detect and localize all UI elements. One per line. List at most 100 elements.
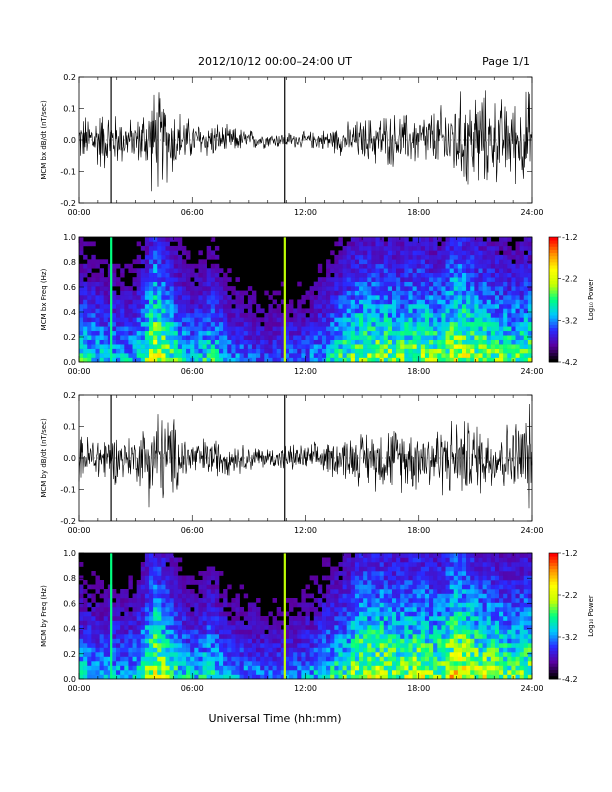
spectrogram-cell xyxy=(103,335,109,340)
spectrogram-cell xyxy=(523,281,529,287)
spectrogram-cell xyxy=(317,321,323,327)
spectrogram-cell xyxy=(210,602,216,608)
spectrogram-cell xyxy=(387,344,393,349)
spectrogram-cell xyxy=(445,665,450,671)
spectrogram-cell xyxy=(289,348,294,354)
spectrogram-cell xyxy=(120,629,125,635)
spectrogram-cell xyxy=(494,339,500,345)
spectrogram-cell xyxy=(128,629,133,635)
spectrogram-cell xyxy=(379,670,385,675)
colorbar-tick-label: -3.2 xyxy=(562,316,578,325)
spectrogram-cell xyxy=(83,312,88,318)
spectrogram-cell xyxy=(190,611,195,617)
spectrogram-cell xyxy=(144,303,150,309)
spectrogram-cell xyxy=(239,295,245,300)
spectrogram-cell xyxy=(305,656,310,662)
spectrogram-cell xyxy=(408,620,413,626)
spectrogram-cell xyxy=(157,237,162,242)
spectrogram-cell xyxy=(396,661,401,666)
spectrogram-cell xyxy=(313,620,319,626)
spectrogram-cell xyxy=(132,661,137,666)
spectrogram-cell xyxy=(202,643,207,648)
spectrogram-cell xyxy=(359,629,364,635)
spectrogram-cell xyxy=(161,625,166,630)
spectrogram-cell xyxy=(420,571,426,576)
spectrogram-cell xyxy=(132,344,137,349)
spectrogram-cell xyxy=(363,348,368,354)
spectrogram-cell xyxy=(408,670,413,675)
spectrogram-cell xyxy=(429,665,434,671)
spectrogram-cell xyxy=(367,652,372,657)
spectrogram-cell xyxy=(256,625,261,630)
spectrogram-cell xyxy=(107,330,113,336)
spectrogram-cell xyxy=(453,357,459,363)
spectrogram-cell xyxy=(91,303,96,309)
spectrogram-cell xyxy=(107,290,113,296)
spectrogram-cell xyxy=(206,268,212,274)
spectrogram-cell xyxy=(157,580,162,585)
spectrogram-cell xyxy=(387,312,393,318)
spectrogram-cell xyxy=(116,643,121,648)
spectrogram-cell xyxy=(214,661,220,666)
spectrogram-cell xyxy=(396,638,401,644)
spectrogram-cell xyxy=(231,312,236,318)
spectrogram-cell xyxy=(321,335,327,340)
spectrogram-cell xyxy=(408,339,413,345)
spectrogram-cell xyxy=(367,598,372,603)
spectrogram-cell xyxy=(95,584,100,590)
colorbar-cell xyxy=(549,327,558,332)
spectrogram-cell xyxy=(268,348,273,354)
spectrogram-cell xyxy=(247,317,253,323)
spectrogram-cell xyxy=(214,620,220,626)
spectrogram-cell xyxy=(363,566,368,572)
spectrogram-cell xyxy=(132,281,137,287)
spectrogram-cell xyxy=(375,584,380,590)
spectrogram-cell xyxy=(404,353,409,358)
spectrogram-cell xyxy=(186,263,191,269)
spectrogram-cell xyxy=(400,254,405,260)
spectrogram-cell xyxy=(313,575,319,581)
spectrogram-cell xyxy=(387,272,393,278)
spectrogram-cell xyxy=(494,344,500,349)
spectrogram-cell xyxy=(128,335,133,340)
spectrogram-cell xyxy=(95,303,100,309)
spectrogram-cell xyxy=(433,652,438,657)
spectrogram-cell xyxy=(177,339,183,345)
spectrogram-cell xyxy=(499,303,504,309)
spectrogram-cell xyxy=(289,607,294,612)
spectrogram-cell xyxy=(338,335,343,340)
spectrogram-cell xyxy=(350,571,356,576)
spectrogram-cell xyxy=(375,638,380,644)
spectrogram-cell xyxy=(461,299,467,305)
spectrogram-cell xyxy=(383,303,389,309)
spectrogram-cell xyxy=(359,589,364,594)
spectrogram-cell xyxy=(214,330,220,336)
spectrogram-cell xyxy=(523,277,529,282)
spectrogram-cell xyxy=(107,317,113,323)
spectrogram-cell xyxy=(424,629,430,635)
spectrogram-cell xyxy=(95,634,100,639)
x-tick-label: 06:00 xyxy=(181,367,204,376)
spectrogram-cell xyxy=(330,277,335,282)
spectrogram-cell xyxy=(83,344,88,349)
spectrogram-cell xyxy=(301,353,306,358)
spectrogram-cell xyxy=(326,634,331,639)
spectrogram-cell xyxy=(466,339,471,345)
spectrogram-cell xyxy=(186,299,191,305)
spectrogram-cell xyxy=(396,330,401,336)
spectrogram-cell xyxy=(416,286,422,291)
spectrogram-cell xyxy=(408,286,413,291)
spectrogram-cell xyxy=(120,317,125,323)
spectrogram-cell xyxy=(116,602,121,608)
spectrogram-cell xyxy=(367,254,372,260)
spectrogram-cell xyxy=(396,295,401,300)
spectrogram-cell xyxy=(149,652,154,657)
spectrogram-cell xyxy=(165,254,170,260)
spectrogram-cell xyxy=(424,335,430,340)
spectrogram-cell xyxy=(334,272,339,278)
spectrogram-cell xyxy=(210,272,216,278)
spectrogram-cell xyxy=(87,259,92,265)
spectrogram-cell xyxy=(375,259,380,265)
spectrogram-cell xyxy=(437,330,442,336)
spectrogram-cell xyxy=(391,237,397,242)
